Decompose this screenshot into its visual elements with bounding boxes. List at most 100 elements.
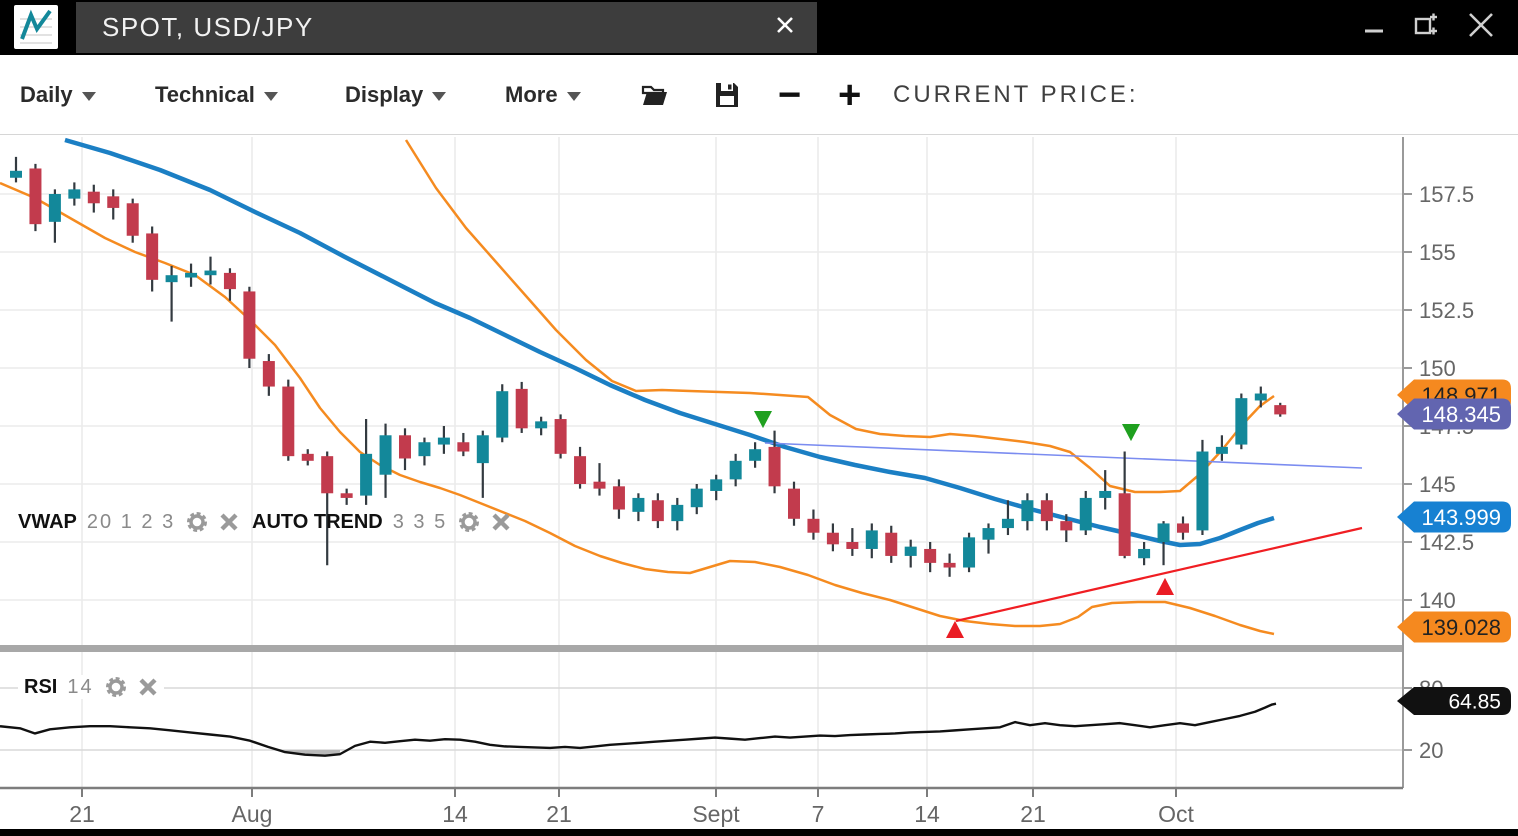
pane-separator[interactable] [0,645,1403,652]
rsi-name: RSI [24,675,58,698]
vwap-params: 20 1 2 3 [86,510,176,533]
candle-body [924,548,937,563]
price-axis-label: 140 [1419,588,1456,613]
gear-icon[interactable] [185,510,209,534]
toolbar: Daily Technical Display More − + CURRENT… [0,55,1518,177]
candle-body [865,530,878,549]
candle-body [301,453,314,461]
candle-body [593,481,606,489]
chart-area[interactable]: 157.5155152.5150147.5145142.5140802021Au… [0,135,1518,836]
candle-body [437,437,450,445]
svg-text:64.85: 64.85 [1448,691,1501,714]
zoom-out-button[interactable]: − [778,55,801,135]
candle-body [1254,393,1267,401]
candle-body [68,189,81,199]
candle-body [690,488,703,508]
menu-display[interactable]: Display [345,55,447,135]
menu-daily-label: Daily [20,82,73,107]
gear-icon[interactable] [104,675,128,699]
minimize-icon[interactable] [1362,13,1386,42]
candle-body [399,435,411,459]
window-controls [1362,0,1518,55]
grid [0,137,1403,788]
last-price-tag: 148.345 [1397,398,1511,430]
chevron-down-icon [566,92,581,101]
candle-body [29,168,42,225]
candle-body [846,542,859,549]
remove-indicator-icon[interactable] [219,512,239,532]
candle-body [535,421,548,429]
folder-open-icon[interactable] [640,55,670,135]
rsi-oversold-fill [285,750,340,756]
vwap-indicator-label: VWAP 20 1 2 3 [18,510,239,534]
menu-technical[interactable]: Technical [155,55,278,135]
candle-body [1235,398,1248,445]
save-icon[interactable] [712,55,742,135]
candles [10,156,1287,577]
vwap-price-tag: 143.999 [1397,501,1511,533]
candle-body [807,518,820,533]
candle-body [496,391,509,438]
candle-body [943,562,956,568]
candle-body [1157,523,1170,542]
candle-body [185,272,198,278]
candle-body [204,270,217,276]
candle-body [1040,500,1053,522]
price-axis-label: 155 [1419,240,1456,265]
window-border-bottom [0,829,1518,836]
sell-signal-icon [1122,424,1140,442]
chart-tab[interactable]: SPOT, USD/JPY [76,2,817,53]
autotrend-indicator-label: AUTO TREND 3 3 5 [252,510,511,534]
app-logo-icon [14,5,58,49]
candle-body [729,460,742,480]
tab-close-icon[interactable] [775,15,795,40]
candle-body [515,388,528,429]
close-icon[interactable] [1466,10,1496,45]
remove-indicator-icon[interactable] [491,512,511,532]
candle-body [223,272,236,290]
date-axis[interactable]: 21 Aug 14 21 Sept 7 14 21 Oct [69,788,1194,827]
candle-body [574,456,587,484]
menu-more[interactable]: More [505,55,581,135]
current-price-label: CURRENT PRICE: [893,81,1139,108]
remove-indicator-icon[interactable] [138,677,158,697]
band-upper [404,139,1275,494]
svg-text:143.999: 143.999 [1421,505,1501,530]
candle-body [651,500,664,522]
candle-body [126,203,139,236]
candle-body [1215,446,1228,454]
rsi-line [0,702,1277,757]
band-lower-price-tag: 139.028 [1397,611,1511,643]
chevron-down-icon [432,92,447,101]
candle-body [1099,490,1112,498]
date-axis-label: 7 [812,801,825,827]
candle-body [1138,548,1151,559]
gear-icon[interactable] [457,510,481,534]
candle-body [418,442,431,457]
candle-body [632,497,645,512]
menu-more-label: More [505,82,558,107]
candle-body [554,419,567,454]
title-bar: SPOT, USD/JPY [0,0,1518,55]
candle-body [321,456,334,494]
price-axis-label: 157.5 [1419,182,1474,207]
candle-body [282,386,295,457]
zoom-in-button[interactable]: + [838,55,861,135]
menu-daily[interactable]: Daily [20,55,96,135]
chart-background [0,135,1518,836]
chart-canvas[interactable]: 157.5155152.5150147.5145142.5140802021Au… [0,135,1518,836]
popout-icon[interactable] [1412,11,1440,44]
candle-body [749,449,762,461]
candle-body [360,453,373,496]
date-axis-label: 14 [442,801,468,827]
rsi-value-tag: 64.85 [1397,687,1511,715]
date-axis-label: 14 [914,801,940,827]
date-axis-label: 21 [1020,801,1046,827]
autotrend-name: AUTO TREND [252,510,383,533]
candle-body [476,435,489,464]
minus-icon: − [778,73,802,117]
candle-body [1001,518,1014,529]
candle-body [788,488,800,519]
